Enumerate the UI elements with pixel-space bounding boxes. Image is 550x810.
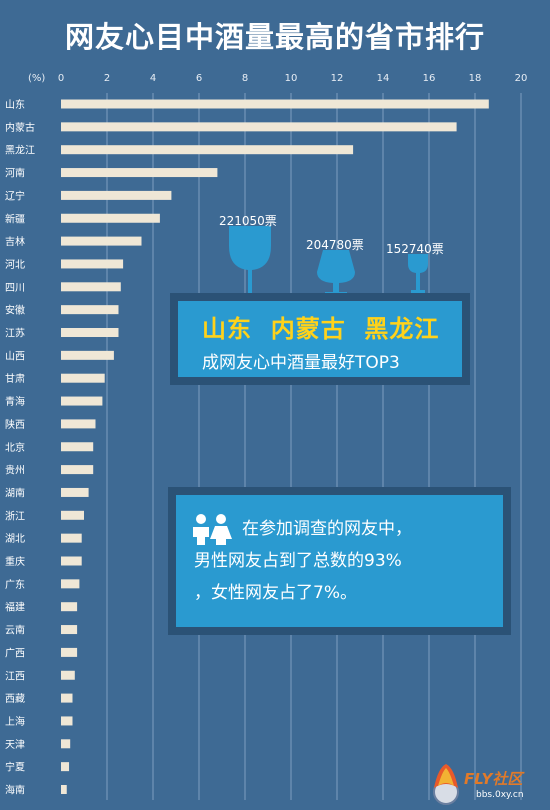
bar (61, 487, 89, 497)
x-tick-label: 4 (150, 73, 156, 84)
logo-url-text: bbs.0xy.cn (476, 790, 524, 800)
category-label: 西藏 (5, 693, 25, 705)
bar (61, 442, 94, 452)
gender-callout: 在参加调查的网友中， 男性网友占到了总数的93% ，女性网友占了7%。 (168, 487, 511, 635)
x-tick-label: 10 (285, 73, 298, 84)
category-label: 湖南 (5, 486, 25, 499)
category-label: 吉林 (5, 235, 25, 248)
bar (61, 785, 67, 794)
bar (61, 647, 78, 657)
category-label: 河南 (5, 167, 25, 180)
category-label: 重庆 (5, 555, 25, 568)
logo-emblem-icon (433, 764, 459, 805)
gender-line-2: 男性网友占到了总数的93% (194, 551, 402, 571)
x-tick-label: 2 (104, 73, 110, 84)
bar (61, 465, 94, 475)
category-label: 辽宁 (5, 189, 25, 202)
category-label: 山东 (5, 98, 25, 111)
top3-callout: 山东 内蒙古 黑龙江 成网友心中酒量最好TOP3 (170, 293, 470, 385)
bar (61, 145, 354, 155)
bar (61, 350, 114, 360)
bar (61, 716, 73, 726)
bar (61, 693, 73, 703)
bar (61, 168, 218, 178)
gender-line-1: 在参加调查的网友中， (242, 519, 412, 539)
x-tick-label: 8 (242, 73, 248, 84)
category-label: 江苏 (5, 327, 25, 340)
bar (61, 510, 84, 520)
category-label: 四川 (5, 283, 25, 294)
category-label: 上海 (5, 715, 25, 728)
category-label: 天津 (5, 739, 25, 751)
category-label: 广西 (5, 647, 25, 659)
category-label: 内蒙古 (5, 121, 35, 134)
votes-label-2: 204780票 (306, 238, 364, 252)
bar (61, 305, 119, 315)
x-tick-label: 0 (58, 73, 64, 84)
category-label: 山西 (5, 350, 25, 362)
category-label: 黑龙江 (5, 144, 35, 157)
x-tick-label: 14 (377, 73, 390, 84)
category-label: 福建 (5, 601, 25, 614)
bar (61, 122, 457, 132)
x-tick-label: 18 (469, 73, 482, 84)
category-label: 新疆 (5, 212, 25, 225)
bar (61, 259, 124, 269)
category-label: 安徽 (5, 304, 25, 317)
bar (61, 602, 78, 612)
bar (61, 396, 103, 406)
page-title: 网友心目中酒量最高的省市排行 (64, 20, 485, 54)
x-tick-label: 6 (196, 73, 202, 84)
bar (61, 236, 142, 246)
top3-provinces: 山东 内蒙古 黑龙江 (202, 315, 440, 343)
people-icon (193, 514, 232, 545)
bar (61, 419, 96, 429)
bar (61, 556, 82, 566)
axis-unit-label: (%) (28, 73, 45, 84)
category-label: 北京 (5, 441, 25, 454)
bar (61, 282, 121, 292)
bar (61, 213, 160, 223)
x-tick-label: 16 (423, 73, 436, 84)
bar (61, 99, 489, 109)
bar (61, 328, 119, 337)
gender-line-3: ，女性网友占了7%。 (194, 583, 357, 603)
bar (61, 579, 80, 589)
bar (61, 762, 70, 772)
wine-glass-medium-icon (317, 250, 355, 298)
bar (61, 625, 78, 635)
category-label: 浙江 (5, 510, 25, 522)
wine-glass-large-icon (229, 226, 271, 302)
category-label: 甘肃 (5, 372, 25, 385)
bar (61, 373, 105, 383)
site-logo: FLY社区 bbs.0xy.cn (424, 756, 550, 810)
logo-brand-text: FLY社区 (464, 770, 523, 788)
category-label: 贵州 (5, 464, 25, 477)
x-tick-label: 20 (515, 73, 528, 84)
wine-glass-small-icon (408, 254, 428, 296)
bar (61, 533, 82, 543)
category-label: 陕西 (5, 418, 25, 431)
category-label: 青海 (5, 395, 25, 408)
category-label: 云南 (5, 624, 25, 637)
bar (61, 670, 75, 680)
bar (61, 739, 71, 749)
x-tick-label: 12 (331, 73, 344, 84)
category-label: 广东 (5, 578, 25, 591)
top3-subtitle: 成网友心中酒量最好TOP3 (202, 353, 400, 373)
category-label: 河北 (5, 259, 25, 271)
category-label: 宁夏 (5, 761, 25, 774)
category-label: 海南 (5, 784, 25, 797)
category-label: 湖北 (5, 533, 25, 545)
bar (61, 190, 172, 200)
votes-label-3: 152740票 (386, 242, 444, 256)
votes-label-1: 221050票 (219, 214, 277, 228)
category-label: 江西 (5, 670, 25, 682)
